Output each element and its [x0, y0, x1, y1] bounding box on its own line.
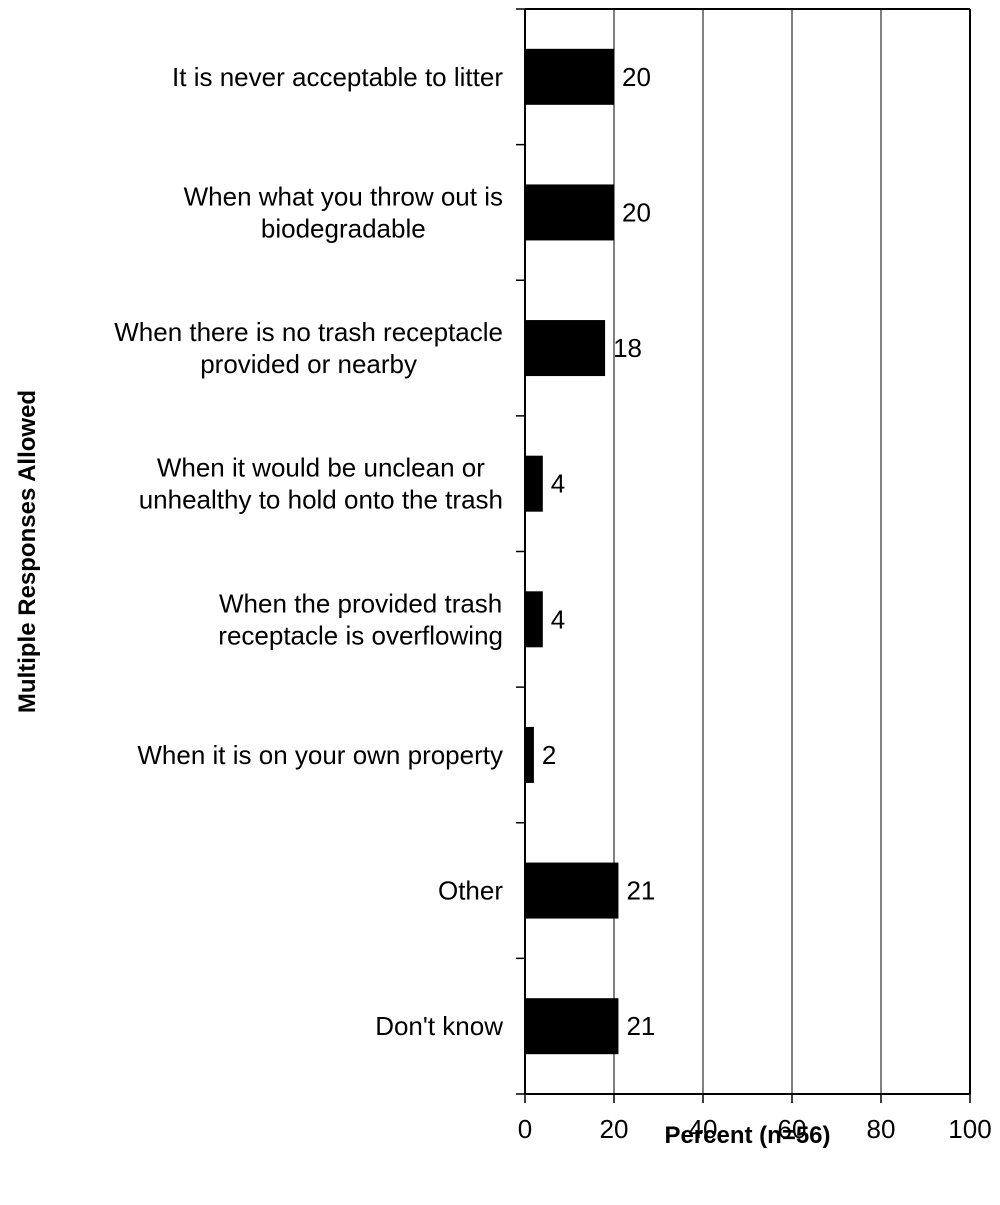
value-label-2: 18 [613, 333, 642, 363]
x-tick-labels: 0 20 40 60 80 100 [518, 1114, 992, 1144]
bar-4 [525, 591, 543, 648]
category-label-3: When it would be unclean or unhealthy to … [139, 453, 503, 515]
gridlines [613, 9, 971, 1094]
bar-0 [525, 48, 614, 105]
x-tick-label-60: 60 [778, 1114, 807, 1144]
category-labels: It is never acceptable to litter When wha… [114, 62, 503, 1041]
value-label-7: 21 [626, 1011, 655, 1041]
bar-3 [525, 455, 543, 512]
category-label-5: When it is on your own property [137, 740, 503, 770]
bar-6 [525, 862, 619, 919]
bar-5 [525, 726, 534, 783]
value-labels: 20 20 18 4 4 2 21 21 [542, 62, 655, 1041]
value-label-5: 2 [542, 740, 556, 770]
x-axis-title: Percent (n=56) [664, 1122, 830, 1149]
category-label-0: It is never acceptable to litter [172, 62, 503, 92]
y-axis-title: Multiple Responses Allowed [14, 390, 41, 713]
bar-7 [525, 998, 619, 1055]
category-label-6: Other [438, 876, 503, 906]
value-label-4: 4 [551, 604, 565, 634]
bar-1 [525, 184, 614, 241]
value-label-3: 4 [551, 469, 565, 499]
bars [525, 48, 619, 1055]
value-label-0: 20 [622, 62, 651, 92]
x-tick-label-20: 20 [600, 1114, 629, 1144]
value-label-1: 20 [622, 197, 651, 227]
category-label-7: Don't know [375, 1011, 503, 1041]
x-tick-label-100: 100 [948, 1114, 991, 1144]
category-label-1: When what you throw out is biodegradable [184, 181, 503, 243]
value-label-6: 21 [626, 876, 655, 906]
category-label-2: When there is no trash receptacle provide… [114, 317, 503, 379]
x-tick-label-80: 80 [867, 1114, 896, 1144]
bar-2 [525, 320, 606, 377]
x-tick-label-0: 0 [518, 1114, 532, 1144]
category-label-4: When the provided trash receptacle is ove… [218, 588, 503, 650]
plot-frame [516, 8, 971, 1103]
x-tick-label-40: 40 [689, 1114, 718, 1144]
